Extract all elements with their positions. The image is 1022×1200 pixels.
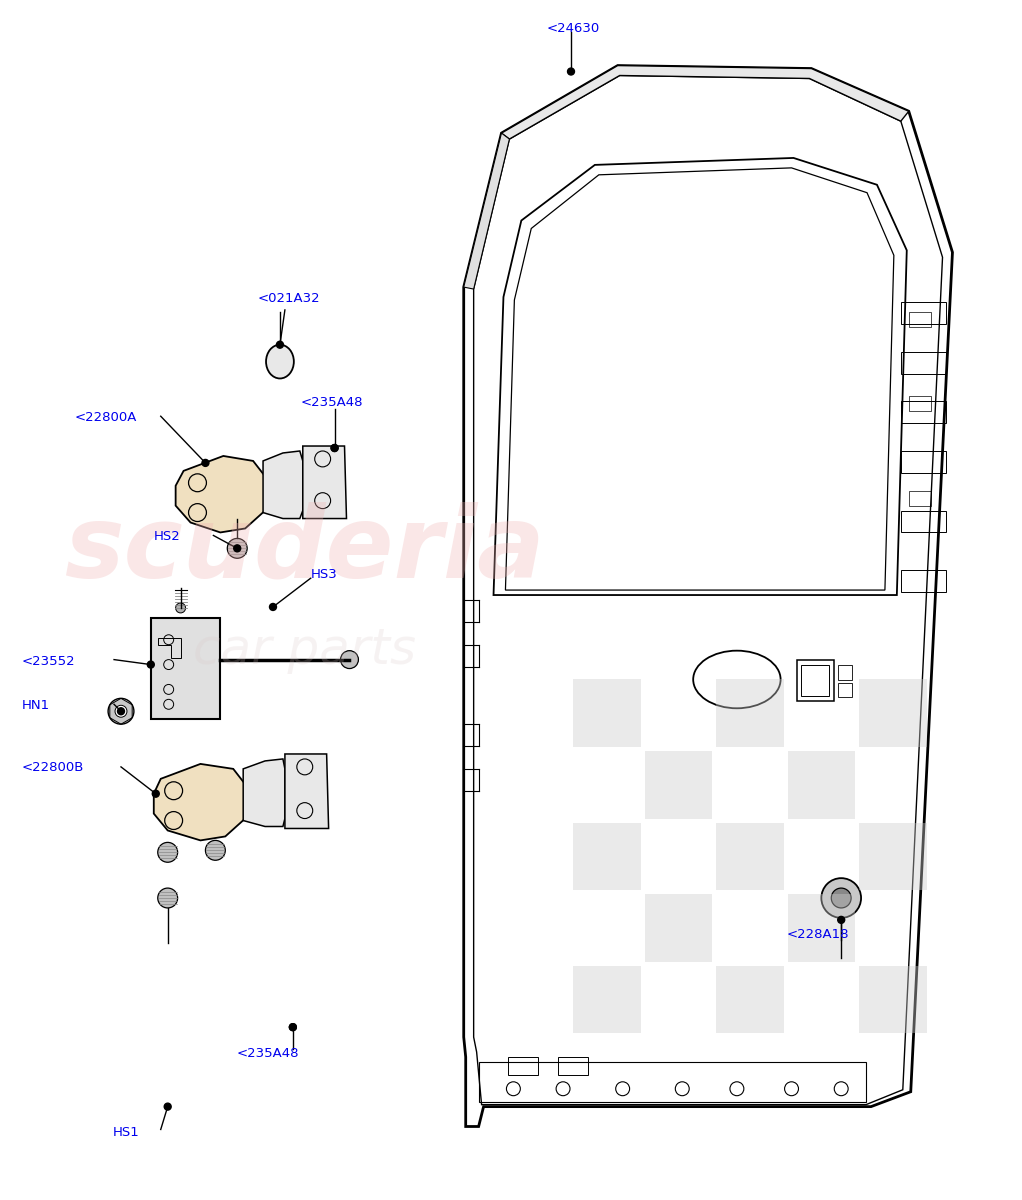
Text: HS2: HS2 <box>153 530 181 544</box>
Bar <box>796 660 834 701</box>
Bar <box>860 966 927 1033</box>
Text: HS1: HS1 <box>113 1127 140 1140</box>
Polygon shape <box>151 618 221 719</box>
Circle shape <box>277 341 283 348</box>
Circle shape <box>118 708 125 715</box>
Bar <box>645 894 712 961</box>
Circle shape <box>567 68 574 74</box>
Bar <box>838 684 852 697</box>
Circle shape <box>115 706 127 718</box>
Polygon shape <box>153 764 247 840</box>
Bar <box>645 751 712 818</box>
Circle shape <box>157 888 178 908</box>
Text: scuderia: scuderia <box>64 502 545 599</box>
Bar <box>909 396 931 412</box>
Bar <box>801 665 829 696</box>
Bar <box>860 822 927 890</box>
Bar <box>716 822 784 890</box>
Bar <box>909 491 931 505</box>
Bar <box>860 679 927 748</box>
Circle shape <box>831 888 851 908</box>
Polygon shape <box>263 451 303 518</box>
Circle shape <box>157 842 178 863</box>
Circle shape <box>202 460 208 467</box>
Circle shape <box>838 917 844 923</box>
Bar <box>788 751 855 818</box>
Circle shape <box>331 444 338 451</box>
Text: <22800B: <22800B <box>21 761 84 774</box>
Ellipse shape <box>266 344 294 378</box>
Circle shape <box>340 650 359 668</box>
Text: <24630: <24630 <box>547 22 600 35</box>
Bar <box>716 679 784 748</box>
Bar <box>900 352 945 373</box>
Text: <235A48: <235A48 <box>300 396 363 409</box>
Circle shape <box>147 661 154 668</box>
Text: <235A48: <235A48 <box>236 1048 298 1060</box>
Bar <box>900 302 945 324</box>
Circle shape <box>234 545 241 552</box>
Bar <box>788 894 855 961</box>
Bar <box>900 401 945 424</box>
Text: <228A18: <228A18 <box>787 928 849 941</box>
Text: <021A32: <021A32 <box>259 292 321 305</box>
Bar <box>900 510 945 533</box>
Bar <box>573 966 641 1033</box>
Bar <box>900 570 945 592</box>
Circle shape <box>165 1103 171 1110</box>
Circle shape <box>205 840 225 860</box>
Bar <box>838 665 852 680</box>
Bar <box>558 1057 588 1075</box>
Circle shape <box>289 1024 296 1031</box>
Bar <box>508 1057 539 1075</box>
Text: HS3: HS3 <box>311 569 337 581</box>
Bar <box>900 451 945 473</box>
Text: car parts: car parts <box>193 625 416 673</box>
Circle shape <box>152 791 159 797</box>
Bar <box>909 312 931 326</box>
Bar <box>573 822 641 890</box>
Polygon shape <box>243 758 285 827</box>
Polygon shape <box>303 446 346 518</box>
Circle shape <box>227 539 247 558</box>
Polygon shape <box>502 66 909 139</box>
Bar <box>716 966 784 1033</box>
Circle shape <box>108 698 134 724</box>
Bar <box>573 679 641 748</box>
Polygon shape <box>285 754 329 828</box>
Circle shape <box>270 604 277 611</box>
Polygon shape <box>176 456 267 533</box>
Bar <box>478 1062 866 1102</box>
Text: <23552: <23552 <box>21 655 76 667</box>
Circle shape <box>331 444 338 451</box>
Text: HN1: HN1 <box>21 700 50 713</box>
Polygon shape <box>464 133 509 289</box>
Text: <22800A: <22800A <box>75 412 137 425</box>
Circle shape <box>176 602 186 613</box>
Circle shape <box>822 878 862 918</box>
Circle shape <box>289 1024 296 1031</box>
